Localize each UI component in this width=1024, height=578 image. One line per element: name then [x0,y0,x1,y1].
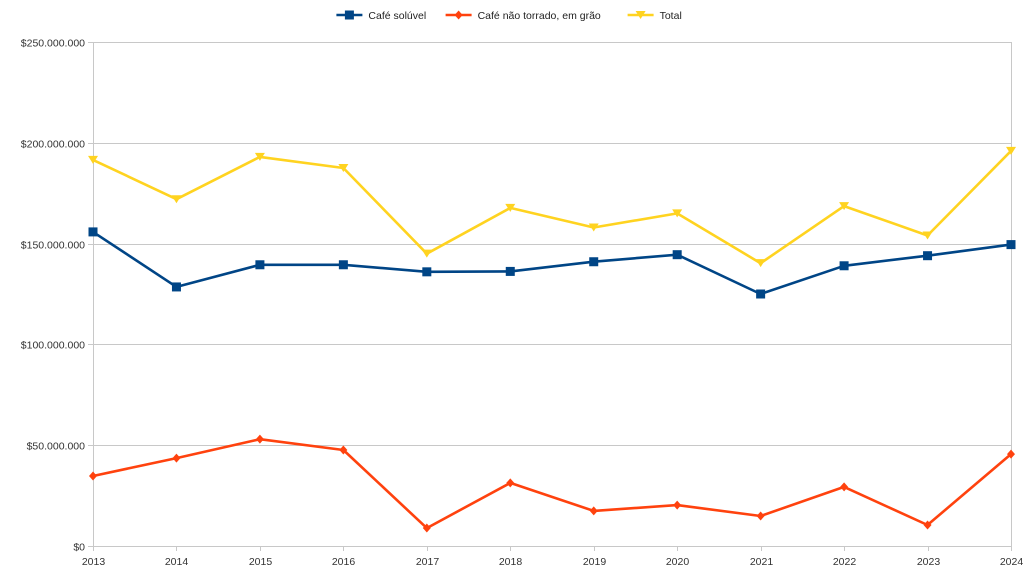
data-point [839,202,850,211]
data-point [673,500,682,510]
data-point [505,266,515,276]
y-tick-label: $200.000.000 [21,139,85,151]
data-point [840,482,849,492]
x-tick-label: 2016 [332,556,356,568]
axes: $0 $50.000.000 $100.000.000 $150.000.000 $20… [21,38,1024,569]
data-point [589,257,599,267]
data-point [171,282,181,292]
data-point [839,261,849,271]
data-point [88,227,98,237]
data-point [254,152,265,161]
x-tick-label: 2023 [917,556,941,568]
legend-label: Total [660,10,682,22]
data-point [755,259,766,268]
data-point [1006,240,1016,250]
x-tick-label: 2018 [499,556,523,568]
data-point [1006,146,1016,155]
data-point [344,10,354,20]
data-point [88,155,98,164]
legend: Café solúvel Café não torrado, em grão Tot… [336,10,682,22]
data-point [422,267,432,277]
grid [88,42,1012,551]
data-point [171,195,182,204]
x-tick-label: 2021 [750,556,774,568]
series-total [88,146,1016,268]
series-line [92,149,1012,265]
x-tick-label: 2014 [165,556,189,568]
series [88,146,1016,533]
data-point [635,11,646,19]
data-point [505,203,516,212]
y-tick-label: $50.000.000 [27,441,86,453]
data-point [454,10,463,20]
series-caf-n-o-torrado-em-gr-o [89,434,1015,533]
y-tick-label: $0 [73,542,85,554]
data-point [89,471,97,481]
data-point [339,445,348,455]
series-caf-sol-vel [88,227,1016,299]
data-point [672,250,682,260]
y-tick-label: $250.000.000 [21,38,85,50]
legend-item: Café solúvel [336,10,426,22]
data-point [421,249,432,258]
data-point [506,478,515,488]
x-tick-label: 2020 [666,556,690,568]
x-tick-label: 2022 [833,556,857,568]
x-tick-label: 2019 [583,556,607,568]
data-point [338,164,349,172]
legend-label: Café não torrado, em grão [478,10,601,22]
data-point [923,251,933,261]
x-tick-label: 2024 [1000,556,1024,568]
data-point [255,260,265,270]
x-tick-label: 2015 [249,556,273,568]
legend-item: Café não torrado, em grão [445,10,601,22]
series-line [92,437,1012,530]
data-point [422,523,431,533]
x-tick-label: 2017 [416,556,440,568]
data-point [1007,449,1015,459]
legend-item: Total [627,10,682,22]
data-point [923,520,932,530]
data-point [255,434,264,444]
data-point [672,209,683,218]
legend-label: Café solúvel [368,10,426,22]
data-point [922,231,933,240]
data-point [588,223,599,232]
y-tick-label: $150.000.000 [21,240,85,252]
data-point [756,289,766,299]
y-tick-label: $100.000.000 [21,340,85,352]
data-point [172,453,181,463]
data-point [589,506,598,516]
data-point [756,511,765,521]
x-tick-label: 2013 [82,556,106,568]
series-line [92,230,1012,296]
data-point [338,260,348,270]
